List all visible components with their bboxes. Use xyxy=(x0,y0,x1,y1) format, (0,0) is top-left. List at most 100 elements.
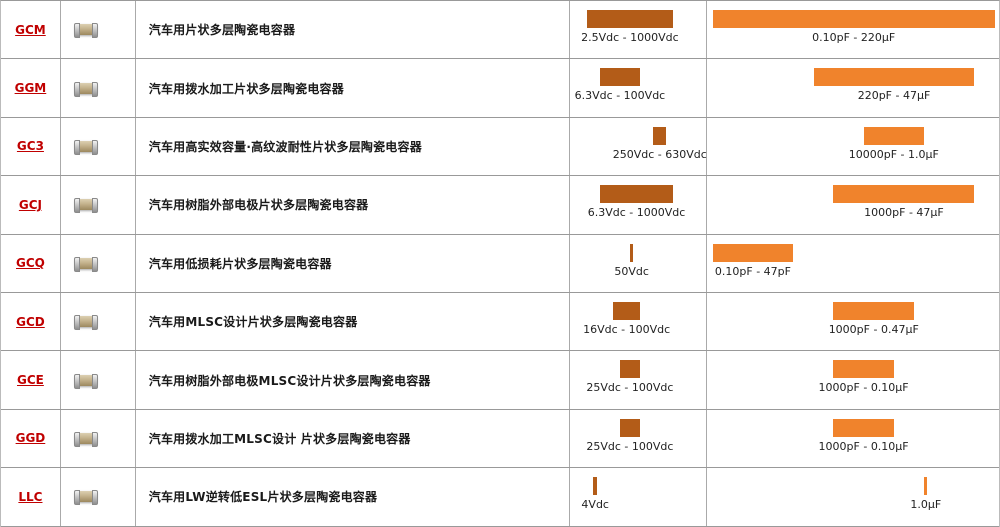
table-row: GCJ 汽车用树脂外部电极片状多层陶瓷电容器 6.3Vdc - 1000Vdc … xyxy=(1,176,999,235)
voltage-range-bar xyxy=(600,185,674,204)
capacitor-chip-photo xyxy=(73,198,98,214)
capacitance-range-cell: 220pF - 47μF xyxy=(707,59,999,116)
product-image-cell xyxy=(61,176,136,234)
table-row: GC3 汽车用高实效容量·高纹波耐性片状多层陶瓷电容器 250Vdc - 630… xyxy=(1,117,999,177)
capacitance-range-bar xyxy=(833,360,894,379)
voltage-range-cell: 250Vdc - 630Vdc xyxy=(570,117,707,176)
series-description: 汽车用树脂外部电极MLSC设计片状多层陶瓷电容器 xyxy=(148,373,431,388)
table-row: GCQ 汽车用低损耗片状多层陶瓷电容器 50Vdc 0.10pF - 47pF xyxy=(1,234,999,293)
product-image-cell xyxy=(61,292,136,351)
voltage-range-cell: 6.3Vdc - 1000Vdc xyxy=(570,176,707,234)
series-code-cell: GGD xyxy=(1,409,61,468)
series-description-cell: 汽车用LW逆转低ESL片状多层陶瓷电容器 xyxy=(136,468,570,526)
voltage-range-label: 25Vdc - 100Vdc xyxy=(586,381,674,395)
voltage-range-cell: 2.5Vdc - 1000Vdc xyxy=(570,1,707,59)
table-row: GGM 汽车用拨水加工片状多层陶瓷电容器 6.3Vdc - 100Vdc 220… xyxy=(1,59,999,118)
table-row: GCE 汽车用树脂外部电极MLSC设计片状多层陶瓷电容器 25Vdc - 100… xyxy=(1,351,999,410)
series-code-cell: GCM xyxy=(1,1,61,59)
capacitor-chip-photo xyxy=(73,23,98,39)
capacitance-range-cell: 0.10pF - 47pF xyxy=(707,235,999,292)
table-row: LLC 汽车用LW逆转低ESL片状多层陶瓷电容器 4Vdc 1.0μF xyxy=(1,468,999,527)
voltage-range-cell: 25Vdc - 100Vdc xyxy=(570,409,707,468)
capacitance-range-bar xyxy=(833,301,915,320)
series-description: 汽车用LW逆转低ESL片状多层陶瓷电容器 xyxy=(148,490,378,505)
voltage-range-label: 6.3Vdc - 100Vdc xyxy=(574,89,666,103)
voltage-range-label: 250Vdc - 630Vdc xyxy=(612,147,707,161)
voltage-range-cell: 4Vdc xyxy=(570,468,707,526)
series-description-cell: 汽车用低损耗片状多层陶瓷电容器 xyxy=(136,234,570,292)
series-code-link[interactable]: LLC xyxy=(18,489,43,504)
table-row: GCM 汽车用片状多层陶瓷电容器 2.5Vdc - 1000Vdc 0.10pF… xyxy=(1,1,999,60)
voltage-range-bar xyxy=(593,477,597,496)
series-code-cell: GCD xyxy=(1,292,61,351)
series-description: 汽车用片状多层陶瓷电容器 xyxy=(148,23,296,38)
series-description-cell: 汽车用拨水加工片状多层陶瓷电容器 xyxy=(136,59,570,117)
capacitance-range-cell: 1000pF - 0.10μF xyxy=(707,410,999,467)
product-image-cell xyxy=(61,59,136,117)
series-description-cell: 汽车用高实效容量·高纹波耐性片状多层陶瓷电容器 xyxy=(136,117,570,176)
series-code-link[interactable]: GCJ xyxy=(18,197,42,212)
voltage-range-cell: 25Vdc - 100Vdc xyxy=(570,351,707,409)
series-description-cell: 汽车用拨水加工MLSC设计 片状多层陶瓷电容器 xyxy=(136,409,570,468)
series-description: 汽车用高实效容量·高纹波耐性片状多层陶瓷电容器 xyxy=(148,139,422,154)
capacitance-range-cell: 10000pF - 1.0μF xyxy=(707,118,999,175)
series-code-cell: GGM xyxy=(1,59,61,117)
voltage-range-label: 50Vdc xyxy=(614,264,649,278)
voltage-range-bar xyxy=(619,418,640,437)
voltage-range-cell: 50Vdc xyxy=(570,234,707,292)
series-code-cell: GCE xyxy=(1,351,61,409)
series-code-cell: LLC xyxy=(1,468,61,526)
capacitance-range-label: 1000pF - 0.47μF xyxy=(828,322,919,336)
capacitance-range-bar xyxy=(863,126,924,145)
voltage-range-label: 6.3Vdc - 1000Vdc xyxy=(587,206,686,220)
voltage-range-label: 16Vdc - 100Vdc xyxy=(583,322,671,336)
capacitor-chip-photo xyxy=(73,431,98,447)
series-description: 汽车用低损耗片状多层陶瓷电容器 xyxy=(148,256,332,271)
series-code-link[interactable]: GC3 xyxy=(16,139,44,154)
capacitance-range-bar xyxy=(712,243,794,262)
capacitance-range-cell: 0.10pF - 220μF xyxy=(707,1,999,58)
series-description-cell: 汽车用片状多层陶瓷电容器 xyxy=(136,1,570,59)
series-code-link[interactable]: GGD xyxy=(15,431,46,446)
voltage-range-label: 4Vdc xyxy=(581,498,609,512)
capacitance-range-bar xyxy=(813,68,975,87)
capacitance-range-label: 1000pF - 0.10μF xyxy=(818,381,909,395)
voltage-range-label: 2.5Vdc - 1000Vdc xyxy=(581,31,679,44)
series-code-cell: GCQ xyxy=(1,234,61,292)
voltage-range-label: 25Vdc - 100Vdc xyxy=(586,439,674,453)
capacitance-range-cell: 1000pF - 47μF xyxy=(707,176,999,233)
capacitance-range-bar xyxy=(833,185,975,204)
series-code-link[interactable]: GCE xyxy=(17,373,44,388)
capacitance-range-label: 220pF - 47μF xyxy=(857,89,931,103)
capacitance-range-label: 0.10pF - 47pF xyxy=(714,264,791,278)
series-description: 汽车用树脂外部电极片状多层陶瓷电容器 xyxy=(148,198,369,213)
capacitance-range-label: 1.0μF xyxy=(910,498,942,512)
capacitance-range-cell: 1.0μF xyxy=(707,468,999,525)
voltage-range-bar xyxy=(653,126,667,145)
voltage-range-bar xyxy=(613,301,640,320)
capacitor-chip-photo xyxy=(73,490,98,506)
series-code-link[interactable]: GCM xyxy=(15,22,46,37)
voltage-range-bar xyxy=(600,68,640,87)
series-code-link[interactable]: GCD xyxy=(16,314,45,329)
capacitor-chip-photo xyxy=(73,139,98,155)
capacitance-range-cell: 1000pF - 0.10μF xyxy=(707,351,999,408)
series-description: 汽车用MLSC设计片状多层陶瓷电容器 xyxy=(148,315,358,330)
series-description: 汽车用拨水加工MLSC设计 片状多层陶瓷电容器 xyxy=(148,431,411,446)
product-image-cell xyxy=(61,234,136,292)
product-image-cell xyxy=(61,409,136,468)
product-image-cell xyxy=(61,351,136,409)
capacitance-range-label: 1000pF - 47μF xyxy=(864,206,944,220)
capacitance-range-label: 1000pF - 0.10μF xyxy=(818,439,909,453)
series-code-cell: GC3 xyxy=(1,117,61,176)
voltage-range-bar xyxy=(619,360,640,379)
series-description-cell: 汽车用树脂外部电极MLSC设计片状多层陶瓷电容器 xyxy=(136,351,570,409)
series-description-cell: 汽车用树脂外部电极片状多层陶瓷电容器 xyxy=(136,176,570,234)
series-code-link[interactable]: GGM xyxy=(14,81,47,96)
capacitor-chip-photo xyxy=(73,315,98,331)
product-image-cell xyxy=(61,468,136,526)
series-code-link[interactable]: GCQ xyxy=(16,256,45,271)
table-row: GCD 汽车用MLSC设计片状多层陶瓷电容器 16Vdc - 100Vdc 10… xyxy=(1,292,999,352)
voltage-range-bar xyxy=(586,10,674,28)
